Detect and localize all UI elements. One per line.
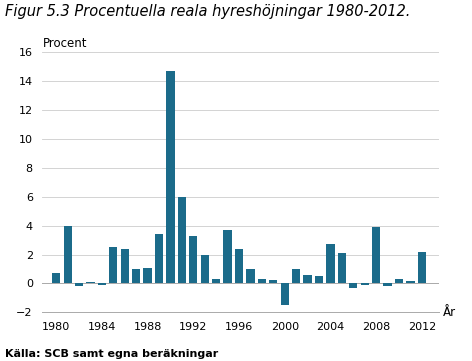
Bar (246, 269, 254, 283)
Bar (166, 71, 175, 283)
Bar (338, 253, 346, 283)
Bar (372, 227, 380, 283)
Bar (98, 283, 106, 285)
Text: Procent: Procent (42, 37, 87, 50)
Bar (395, 279, 403, 283)
Bar (132, 269, 140, 283)
Bar (86, 282, 94, 283)
Bar (121, 249, 129, 283)
Text: Källa: SCB samt egna beräkningar: Källa: SCB samt egna beräkningar (5, 349, 218, 359)
Bar (258, 279, 266, 283)
Bar (109, 247, 118, 283)
Bar (75, 283, 83, 286)
Text: Figur 5.3 Procentuella reala hyreshöjningar 1980-2012.: Figur 5.3 Procentuella reala hyreshöjnin… (5, 4, 410, 19)
Bar (292, 269, 300, 283)
Bar (349, 283, 357, 288)
Bar (361, 283, 369, 285)
Text: År: År (443, 306, 456, 319)
Bar (315, 276, 323, 283)
Bar (178, 197, 186, 283)
Bar (235, 249, 243, 283)
Bar (143, 268, 152, 283)
Bar (280, 283, 289, 305)
Bar (64, 226, 72, 283)
Bar (223, 230, 232, 283)
Bar (155, 234, 163, 283)
Bar (189, 236, 197, 283)
Bar (326, 244, 335, 283)
Bar (418, 252, 426, 283)
Bar (212, 279, 220, 283)
Bar (383, 283, 392, 286)
Bar (201, 255, 209, 283)
Bar (303, 275, 312, 283)
Bar (269, 280, 278, 283)
Bar (406, 281, 414, 283)
Bar (52, 273, 60, 283)
